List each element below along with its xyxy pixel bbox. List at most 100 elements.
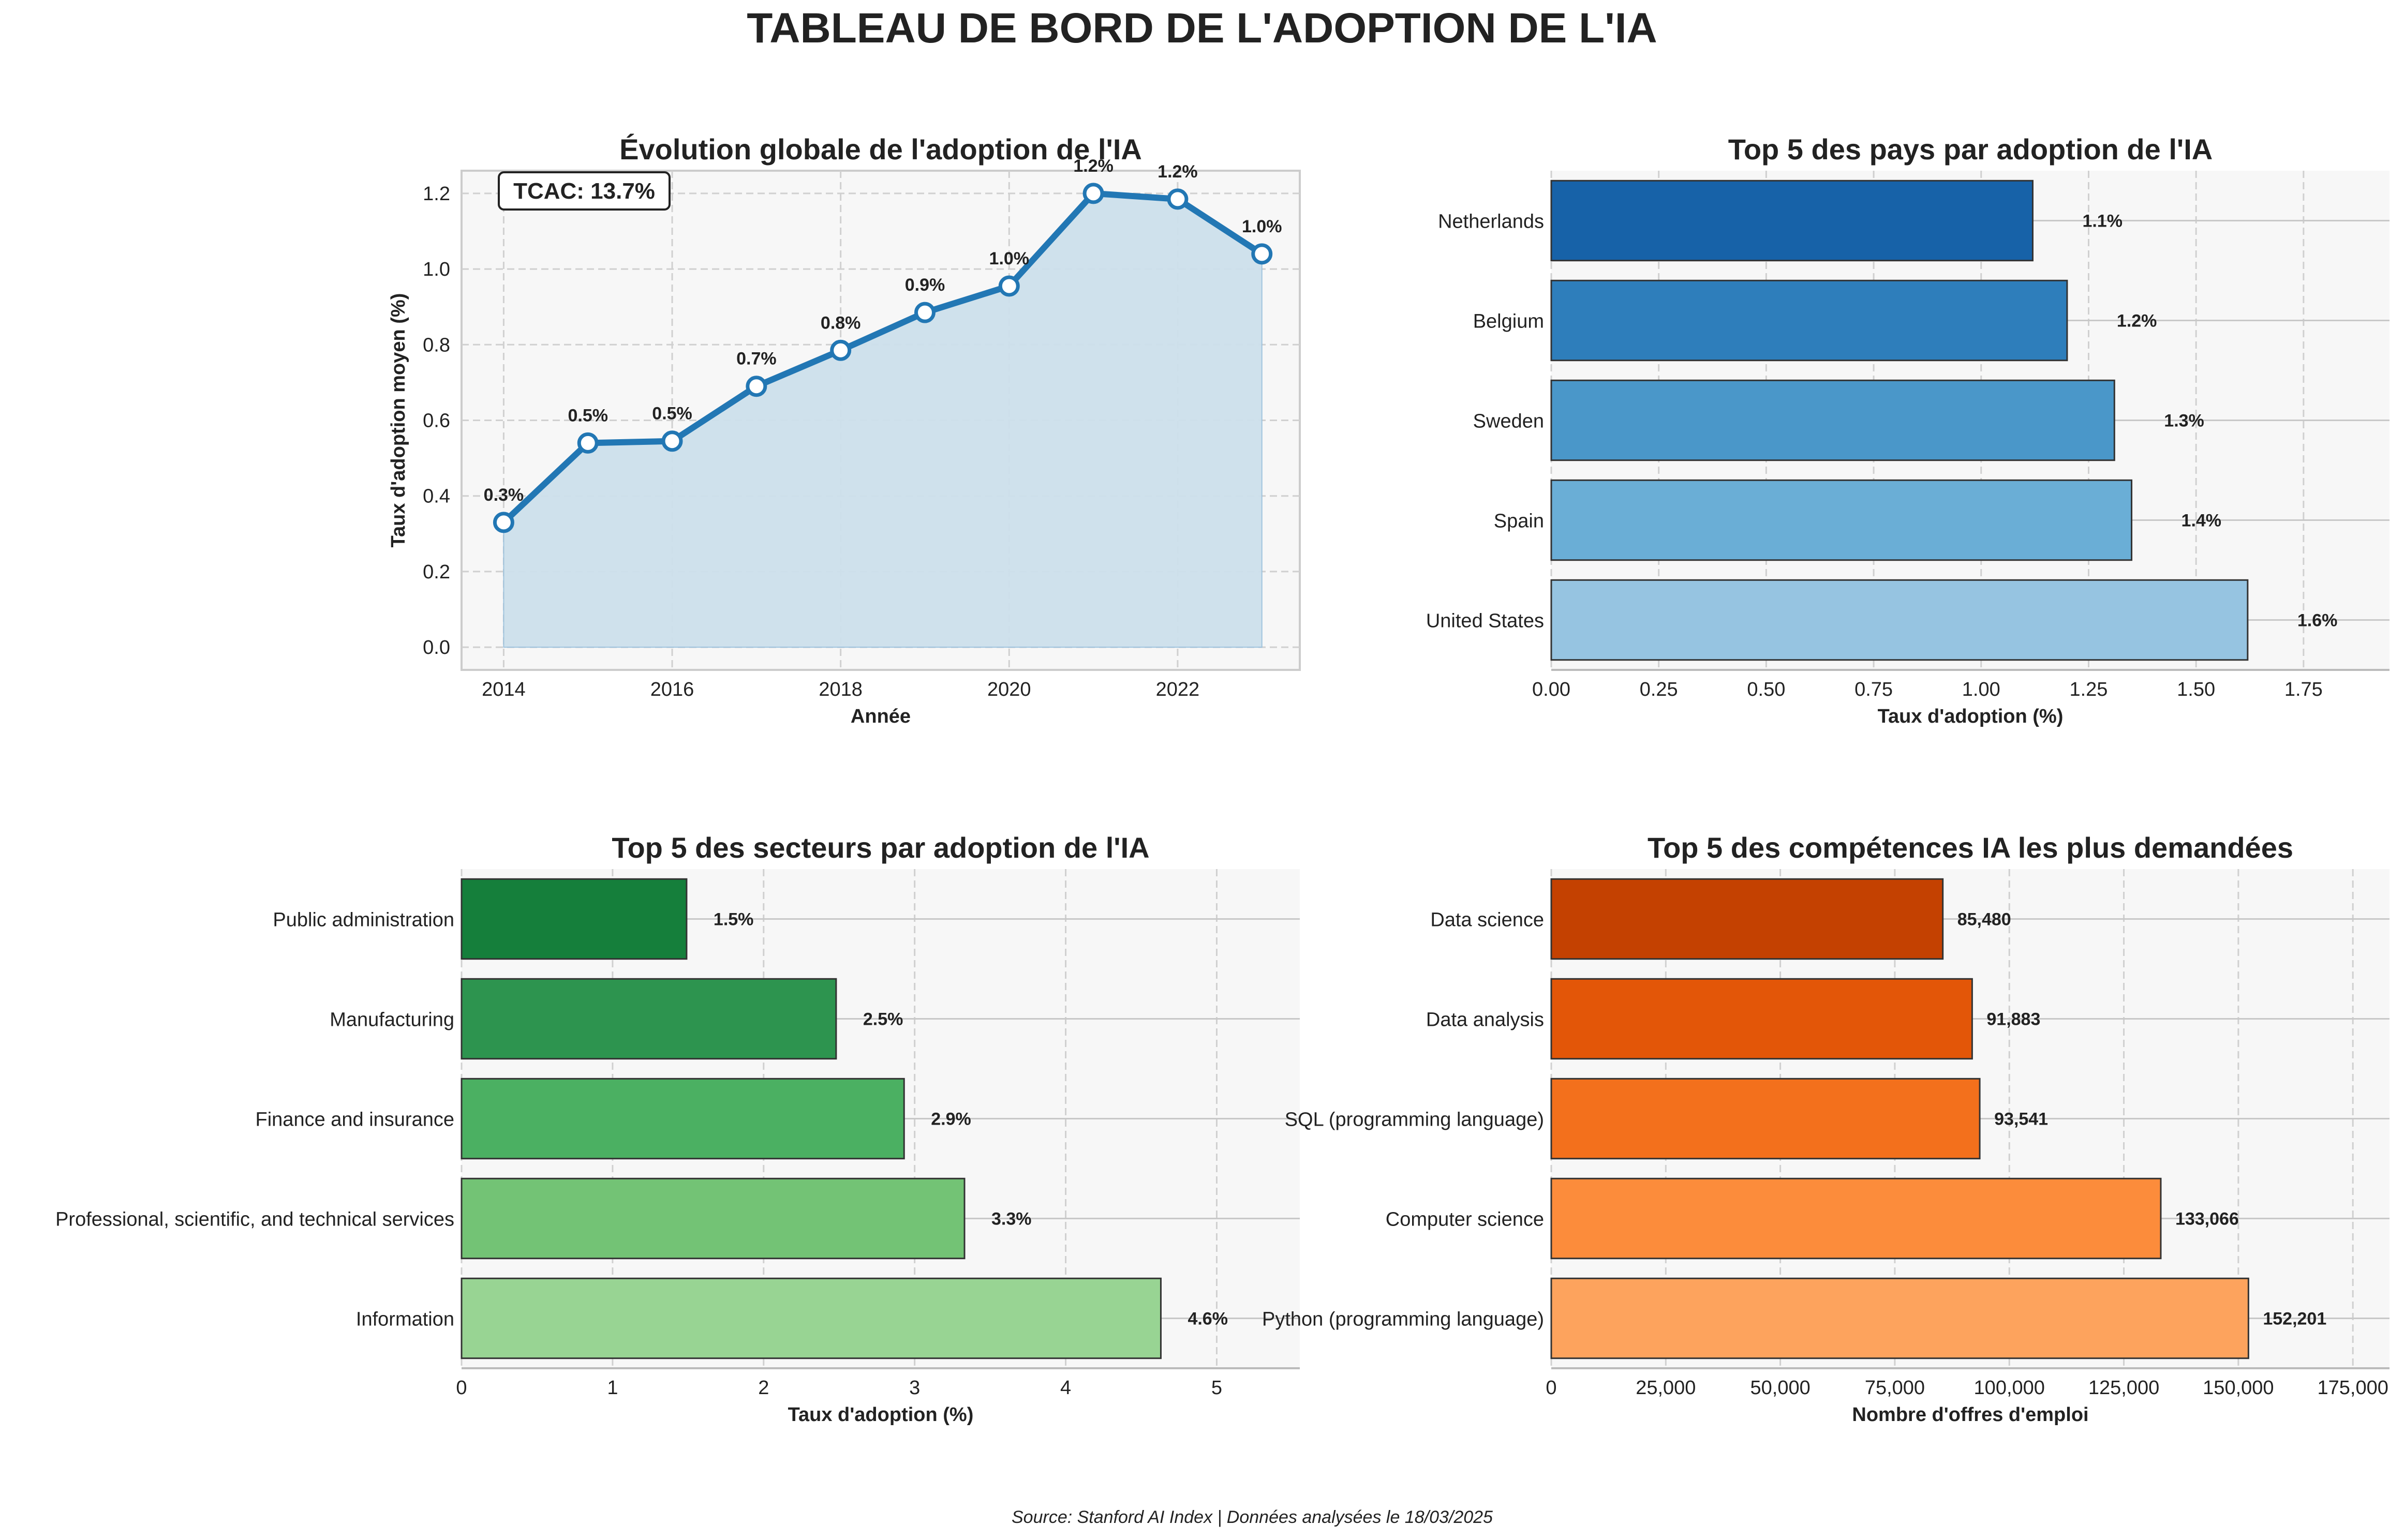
data-point — [661, 430, 683, 452]
y-tick-label: 0.6 — [423, 410, 450, 432]
data-label: 0.3% — [484, 485, 524, 505]
data-label: 0.9% — [905, 275, 945, 295]
category-label: United States — [1426, 610, 1544, 632]
chart-title: Top 5 des compétences IA les plus demand… — [1648, 831, 2293, 864]
chart-title: Évolution globale de l'adoption de l'IA — [619, 133, 1142, 166]
y-tick-label: 0.8 — [423, 334, 450, 356]
chart-title: Top 5 des secteurs par adoption de l'IA — [612, 831, 1149, 864]
y-tick-label: 1.0 — [423, 259, 450, 280]
bar — [461, 1078, 905, 1160]
bar — [461, 1177, 966, 1260]
category-label: Data analysis — [1426, 1009, 1544, 1031]
data-label: 0.5% — [568, 406, 608, 425]
x-tick-label: 1.25 — [2069, 679, 2108, 700]
category-label: Sweden — [1473, 411, 1544, 432]
cagr-annotation: TCAC: 13.7% — [513, 178, 655, 204]
category-label: Python (programming language) — [1262, 1309, 1544, 1330]
data-label: 4.6% — [1188, 1309, 1228, 1329]
data-point — [998, 275, 1020, 297]
chart-title: Top 5 des pays par adoption de l'IA — [1728, 133, 2213, 166]
bar — [1550, 978, 1973, 1060]
bar — [1550, 1277, 2249, 1359]
bar — [1550, 479, 2133, 561]
bar-chart-panel: 0.00 0.25 0.50 0.75 1.00 1.25 1.50 1.75 1.1% Neth… — [1426, 133, 2390, 727]
x-axis-label: Nombre d'offres d'emploi — [1852, 1404, 2088, 1426]
x-tick-label: 175,000 — [2317, 1377, 2388, 1399]
data-label: 1.3% — [2164, 411, 2204, 431]
x-tick-label: 125,000 — [2088, 1377, 2159, 1399]
data-label: 3.3% — [991, 1209, 1032, 1229]
data-label: 2.5% — [863, 1010, 903, 1029]
x-tick-label: 5 — [1211, 1377, 1222, 1399]
y-tick-label: 0.4 — [423, 486, 450, 507]
category-label: Professional, scientific, and technical … — [55, 1209, 454, 1231]
data-point — [1167, 188, 1189, 210]
data-label: 133,066 — [2175, 1209, 2239, 1229]
data-point — [914, 302, 936, 323]
x-axis-label: Taux d'adoption (%) — [1878, 706, 2064, 727]
x-tick-label: 0 — [456, 1377, 467, 1399]
x-tick-label: 1 — [607, 1377, 618, 1399]
category-label: Public administration — [273, 909, 454, 931]
x-tick-label: 2016 — [650, 679, 694, 700]
category-label: Computer science — [1386, 1209, 1544, 1231]
y-tick-label: 1.2 — [423, 183, 450, 205]
category-label: Finance and insurance — [256, 1109, 454, 1131]
source-footer: Source: Stanford AI Index | Données anal… — [1012, 1507, 1493, 1527]
dashboard-title: TABLEAU DE BORD DE L'ADOPTION DE L'IA — [747, 5, 1657, 52]
chart-panels: 2014 2016 2018 2020 20220.00.20.40.60.81.01.… — [55, 133, 2390, 1426]
data-label: 93,541 — [1994, 1110, 2048, 1129]
data-label: 0.7% — [736, 349, 777, 369]
data-label: 1.2% — [1073, 156, 1114, 176]
data-label: 152,201 — [2263, 1309, 2326, 1329]
y-axis-label: Taux d'adoption moyen (%) — [388, 293, 409, 548]
adoption-line — [501, 190, 1264, 525]
data-label: 1.2% — [2117, 311, 2157, 331]
data-point — [1251, 243, 1273, 265]
x-tick-label: 2018 — [819, 679, 863, 700]
data-point — [493, 512, 514, 533]
data-label: 1.0% — [989, 249, 1030, 268]
category-label: SQL (programming language) — [1285, 1109, 1544, 1131]
x-tick-label: 1.75 — [2284, 679, 2323, 700]
x-axis-label: Taux d'adoption (%) — [788, 1404, 974, 1426]
x-tick-label: 100,000 — [1974, 1377, 2045, 1399]
x-tick-label: 75,000 — [1865, 1377, 1925, 1399]
x-tick-label: 4 — [1060, 1377, 1071, 1399]
data-label: 1.4% — [2182, 511, 2222, 531]
bar — [461, 1277, 1162, 1359]
x-tick-label: 50,000 — [1750, 1377, 1811, 1399]
bar — [1550, 279, 2068, 362]
data-label: 1.5% — [714, 910, 754, 930]
x-tick-label: 1.00 — [1962, 679, 2000, 700]
x-axis-label: Année — [851, 706, 911, 727]
bar — [1550, 1078, 1981, 1160]
x-tick-label: 150,000 — [2203, 1377, 2274, 1399]
bar — [1550, 1177, 2162, 1260]
data-label: 0.5% — [652, 404, 692, 424]
data-point — [577, 432, 599, 454]
x-tick-label: 3 — [909, 1377, 920, 1399]
cagr-box — [498, 171, 671, 211]
data-point — [746, 376, 767, 397]
x-tick-label: 0.25 — [1640, 679, 1678, 700]
x-tick-label: 0.00 — [1532, 679, 1570, 700]
data-point — [830, 339, 852, 361]
x-tick-label: 0.75 — [1854, 679, 1893, 700]
x-tick-label: 2022 — [1156, 679, 1200, 700]
category-label: Data science — [1430, 909, 1544, 931]
data-label: 1.1% — [2082, 212, 2123, 231]
bar-chart-panel: 0 1 2 3 4 5 1.5% Public administration 2.5% Manuf… — [55, 831, 1300, 1426]
data-label: 2.9% — [931, 1110, 971, 1129]
x-tick-label: 25,000 — [1636, 1377, 1696, 1399]
data-point — [1082, 183, 1104, 204]
category-label: Manufacturing — [330, 1009, 454, 1031]
data-label: 1.2% — [1158, 162, 1198, 182]
data-label: 1.6% — [2297, 611, 2338, 631]
data-label: 85,480 — [1957, 910, 2011, 930]
x-tick-label: 0 — [1546, 1377, 1556, 1399]
bar — [461, 978, 837, 1060]
x-tick-label: 0.50 — [1747, 679, 1785, 700]
x-tick-label: 2020 — [987, 679, 1031, 700]
bar — [1550, 878, 1944, 960]
